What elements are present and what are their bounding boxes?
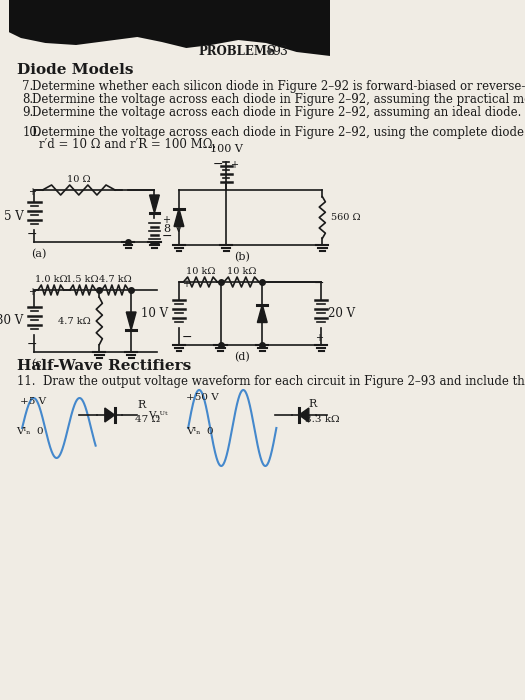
Text: ♦: ♦ (265, 47, 274, 57)
Text: R: R (138, 400, 145, 410)
Text: (c): (c) (32, 358, 46, 369)
Text: 8 V: 8 V (164, 224, 183, 234)
Text: +: + (182, 279, 190, 289)
Text: Diode Models: Diode Models (17, 63, 134, 77)
Text: +: + (28, 287, 36, 297)
Text: 8.: 8. (22, 93, 33, 106)
Text: +5 V: +5 V (19, 398, 46, 407)
Text: r′d = 10 Ω and r′R = 100 MΩ.: r′d = 10 Ω and r′R = 100 MΩ. (39, 138, 216, 151)
Text: 47 Ω: 47 Ω (135, 415, 161, 424)
Text: 20 V: 20 V (329, 307, 355, 320)
Text: 3.3 kΩ: 3.3 kΩ (305, 415, 340, 424)
Text: PROBLEMS: PROBLEMS (198, 45, 276, 58)
Text: (a): (a) (32, 248, 47, 259)
Text: 10.: 10. (22, 126, 41, 139)
Text: Determine the voltage across each diode in Figure 2–92, assuming the practical m: Determine the voltage across each diode … (32, 93, 525, 106)
Text: Vᴵₙ  0: Vᴵₙ 0 (186, 428, 214, 437)
Text: (d): (d) (234, 351, 250, 362)
Text: 11.  Draw the output voltage waveform for each circuit in Figure 2–93 and includ: 11. Draw the output voltage waveform for… (17, 375, 525, 388)
Text: 5 V: 5 V (4, 209, 23, 223)
Text: +: + (162, 215, 170, 225)
Polygon shape (105, 408, 114, 422)
Text: Half-Wave Rectifiers: Half-Wave Rectifiers (17, 359, 192, 373)
Polygon shape (257, 304, 267, 323)
Text: 560 Ω: 560 Ω (331, 213, 361, 222)
Polygon shape (127, 312, 136, 330)
Text: 10 kΩ: 10 kΩ (227, 267, 256, 276)
Text: 10 Ω: 10 Ω (67, 175, 91, 184)
Text: R: R (309, 399, 317, 409)
Text: (b): (b) (234, 252, 250, 262)
Text: 1.5 kΩ: 1.5 kΩ (67, 275, 99, 284)
Text: 7.: 7. (22, 80, 34, 93)
Text: 10 kΩ: 10 kΩ (186, 267, 215, 276)
Text: Vₒᵁᵗ: Vₒᵁᵗ (149, 410, 168, 419)
Text: 10 V: 10 V (141, 307, 168, 320)
Text: +: + (28, 187, 36, 197)
Text: 4.7 kΩ: 4.7 kΩ (58, 316, 91, 326)
Polygon shape (8, 0, 330, 56)
Text: −: − (182, 331, 193, 344)
Text: +: + (314, 333, 323, 343)
Text: Determine the voltage across each diode in Figure 2–92, assuming an ideal diode.: Determine the voltage across each diode … (32, 106, 521, 119)
Text: −: − (162, 230, 172, 243)
Text: 9.: 9. (22, 106, 34, 119)
Polygon shape (299, 408, 309, 422)
Text: +: + (230, 160, 238, 170)
Text: −: − (27, 228, 37, 241)
Text: 93: 93 (272, 45, 288, 58)
Text: Determine whether each silicon diode in Figure 2–92 is forward-biased or reverse: Determine whether each silicon diode in … (32, 80, 525, 93)
Text: −: − (212, 158, 223, 171)
Text: 1.0 kΩ: 1.0 kΩ (35, 275, 67, 284)
Text: 100 V: 100 V (209, 144, 243, 154)
Text: Vᴵₙ  0: Vᴵₙ 0 (16, 428, 44, 437)
Text: 30 V: 30 V (0, 314, 23, 328)
Polygon shape (150, 195, 160, 213)
Text: −: − (27, 338, 37, 351)
Text: Determine the voltage across each diode in Figure 2–92, using the complete diode: Determine the voltage across each diode … (32, 126, 525, 139)
Text: +50 V: +50 V (186, 393, 219, 402)
Text: 4.7 kΩ: 4.7 kΩ (99, 275, 132, 284)
Text: −: − (313, 277, 324, 290)
Polygon shape (174, 209, 184, 227)
